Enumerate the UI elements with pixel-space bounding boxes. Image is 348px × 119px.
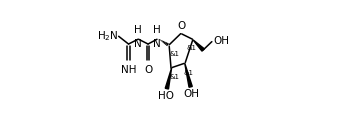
Text: N: N [134, 39, 142, 49]
Text: H$_2$N: H$_2$N [96, 29, 118, 43]
Text: H: H [134, 25, 142, 35]
Polygon shape [193, 40, 204, 51]
Text: NH: NH [121, 65, 136, 75]
Text: N: N [153, 39, 161, 49]
Text: H: H [153, 25, 161, 35]
Text: HO: HO [158, 91, 174, 101]
Text: &1: &1 [170, 74, 180, 80]
Text: O: O [144, 65, 152, 75]
Polygon shape [185, 63, 192, 87]
Text: OH: OH [183, 89, 199, 99]
Polygon shape [165, 68, 172, 89]
Text: &1: &1 [169, 51, 180, 57]
Text: &1: &1 [183, 70, 193, 76]
Text: OH: OH [214, 36, 230, 46]
Text: &1: &1 [186, 45, 196, 51]
Text: O: O [177, 21, 186, 31]
